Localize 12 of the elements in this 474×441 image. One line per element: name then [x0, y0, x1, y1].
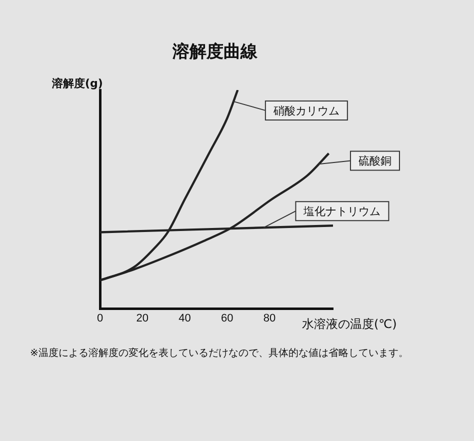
y-axis-title: 溶解度(g)	[52, 76, 103, 91]
x-tick-label: 80	[263, 312, 276, 324]
x-tick-label: 0	[96, 312, 104, 324]
chart-title: 溶解度曲線	[172, 41, 258, 63]
series-label: 塩化ナトリウム	[302, 204, 381, 218]
x-tick-label: 20	[136, 312, 148, 324]
x-axis-title: 水溶液の温度(℃)	[302, 316, 397, 333]
x-tick-label: 60	[220, 312, 234, 324]
text: ※温度による溶解度の変化を表しているだけなので、具体的な値は省略しています。	[30, 346, 408, 360]
x-tick-label: 40	[178, 312, 191, 324]
text: 硫酸銅	[358, 154, 392, 168]
text: 硝酸カリウム	[272, 104, 340, 118]
